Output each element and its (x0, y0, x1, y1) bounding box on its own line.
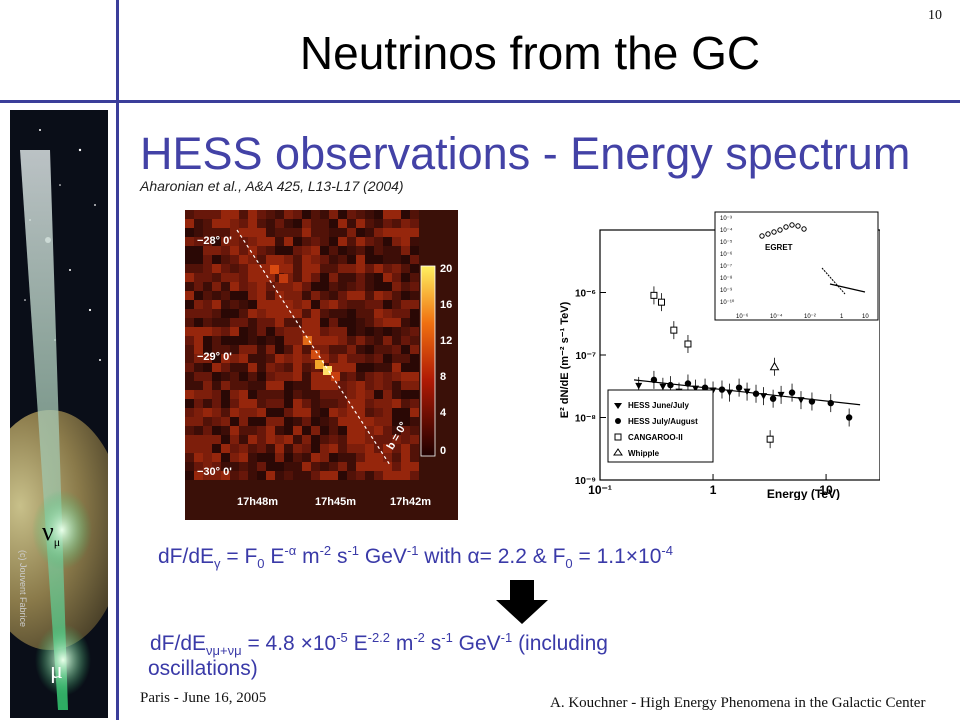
x-axis-label: Energy (TeV) (767, 487, 840, 500)
svg-text:8: 8 (440, 371, 446, 383)
data-point-triangle-down (760, 393, 768, 400)
ra-label-2: 17h45m (315, 496, 356, 508)
data-point-circle (845, 414, 853, 421)
data-point-square (670, 326, 678, 334)
svg-text:12: 12 (440, 335, 452, 347)
svg-text:10: 10 (862, 314, 869, 320)
data-point-circle (752, 390, 760, 397)
y-tick-label: 10⁻⁶ (575, 289, 596, 300)
dec-label-3: −30° 0' (197, 466, 232, 478)
data-point-triangle-down (797, 397, 805, 404)
plot-legend: HESS June/July HESS July/August CANGAROO… (607, 389, 714, 463)
ra-label-3: 17h42m (390, 496, 431, 508)
spectrum-equation: dF/dEγ = F0 E-α m-2 s-1 GeV-1 with α= 2.… (158, 543, 673, 572)
inset-fit-line (829, 283, 866, 293)
ra-label-1: 17h48m (237, 496, 278, 508)
legend-hess-july: HESS July/August (628, 417, 698, 426)
svg-text:10⁻⁸: 10⁻⁸ (720, 275, 733, 282)
down-arrow-icon (496, 580, 548, 624)
galactic-plane-line (236, 229, 391, 466)
footer-date: Paris - June 16, 2005 (140, 690, 267, 706)
svg-text:10⁻⁴: 10⁻⁴ (770, 313, 783, 320)
colorbar-ticks: 20 16 12 8 4 0 (440, 263, 452, 457)
sky-map-pixels (185, 210, 419, 480)
data-point-triangle-down (635, 382, 643, 390)
hess-sky-map: −28° 0' −29° 0' −30° 0' 17h48m 17h45m 17… (185, 210, 458, 520)
svg-text:10⁻⁴: 10⁻⁴ (720, 227, 733, 234)
data-point-circle (701, 384, 709, 391)
data-point-triangle-up (769, 361, 780, 371)
data-point-circle (808, 398, 816, 405)
slide-subtitle: HESS observations - Energy spectrum (140, 128, 911, 179)
legend-whipple: Whipple (628, 449, 660, 458)
data-point-square (657, 298, 665, 306)
data-point-triangle-down (726, 389, 734, 397)
inset-y-ticks: 10⁻³ 10⁻⁴ 10⁻⁵ 10⁻⁶ 10⁻⁷ 10⁻⁸ 10⁻⁹ 10⁻¹⁰ (720, 216, 735, 306)
data-point-square (650, 291, 658, 299)
y-tick-label: 10⁻⁹ (575, 476, 596, 487)
y-tick-label: 10⁻⁸ (575, 414, 596, 425)
image-credit: (c) Jouvent Fabrice (18, 550, 28, 627)
legend-hess-june: HESS June/July (628, 401, 689, 410)
x-tick-label: 10 (819, 483, 833, 497)
dec-label-2: −29° 0' (197, 351, 232, 363)
data-point-circle (788, 389, 796, 396)
dec-label-1: −28° 0' (197, 235, 232, 247)
egret-label: EGRET (765, 243, 793, 252)
svg-text:10⁻¹⁰: 10⁻¹⁰ (720, 299, 735, 306)
vertical-divider (116, 0, 119, 720)
legend-triangle-down-icon (614, 403, 622, 409)
data-point-circle (827, 399, 834, 407)
data-point-triangle-down (777, 391, 785, 399)
legend-cangaroo: CANGAROO-II (628, 433, 683, 442)
y-axis-label: E² dN/dE (m⁻² s⁻¹ TeV) (559, 301, 571, 418)
neutrino-beam (20, 150, 68, 710)
citation: Aharonian et al., A&A 425, L13-L17 (2004… (140, 178, 404, 194)
legend-circle-icon (615, 418, 621, 424)
inset-dotted-line (821, 267, 846, 295)
svg-text:10⁻⁹: 10⁻⁹ (720, 287, 733, 294)
y-tick-label: 10⁻⁷ (575, 351, 596, 362)
data-point-circle (684, 380, 692, 387)
footer-author: A. Kouchner - High Energy Phenomena in t… (550, 695, 926, 711)
data-point-triangle-down (743, 388, 751, 396)
data-point-square (766, 435, 774, 443)
legend-triangle-up-icon (613, 448, 623, 456)
mu-symbol: μ (50, 658, 63, 684)
data-point-triangle-down (692, 385, 700, 393)
data-point-circle (650, 376, 658, 384)
energy-spectrum-plot: 10⁻¹ 1 10 10⁻⁹ 10⁻⁸ 10⁻⁷ 10⁻⁶ E² dN/dE (m⁻² s⁻… (540, 210, 880, 500)
data-point-circle (718, 386, 726, 393)
x-tick-label: 10⁻¹ (588, 483, 612, 497)
svg-text:16: 16 (440, 299, 452, 311)
svg-text:0: 0 (440, 445, 446, 457)
svg-text:10⁻³: 10⁻³ (720, 216, 732, 222)
slide-title: Neutrinos from the GC (299, 27, 761, 79)
colorbar (420, 265, 436, 457)
data-point-circle (769, 395, 777, 402)
data-point-circle (667, 381, 674, 389)
svg-text:10⁻⁵: 10⁻⁵ (720, 239, 733, 246)
data-point-square (684, 340, 692, 348)
data-point-triangle-down (659, 383, 667, 391)
egret-inset: EGRET 10⁻³ 10⁻⁴ 10⁻⁵ 10⁻⁶ 10⁻⁷ 10⁻⁸ 10⁻⁹… (714, 211, 879, 321)
data-point-circle (735, 384, 743, 391)
legend-square-icon (614, 433, 622, 441)
svg-text:10⁻⁶: 10⁻⁶ (736, 313, 749, 320)
sidebar-illustration: νμ μ (c) Jouvent Fabrice (10, 110, 108, 718)
nu-symbol: νμ (42, 517, 60, 549)
neutrino-flux-equation: dF/dEνμ+νμ = 4.8 ×10-5 E-2.2 m-2 s-1 GeV… (150, 630, 608, 659)
svg-text:4: 4 (440, 407, 447, 419)
svg-text:10⁻⁶: 10⁻⁶ (720, 251, 733, 258)
svg-text:20: 20 (440, 263, 452, 275)
svg-text:10⁻²: 10⁻² (804, 314, 816, 320)
egret-points (759, 222, 807, 239)
horizontal-divider (0, 100, 960, 103)
slide-number: 10 (928, 8, 942, 23)
inset-x-ticks: 10⁻⁶ 10⁻⁴ 10⁻² 1 10 (736, 313, 869, 320)
oscillations-note: oscillations) (148, 657, 258, 680)
svg-text:1: 1 (840, 314, 844, 320)
svg-text:10⁻⁷: 10⁻⁷ (720, 263, 732, 270)
x-tick-label: 1 (710, 483, 717, 497)
